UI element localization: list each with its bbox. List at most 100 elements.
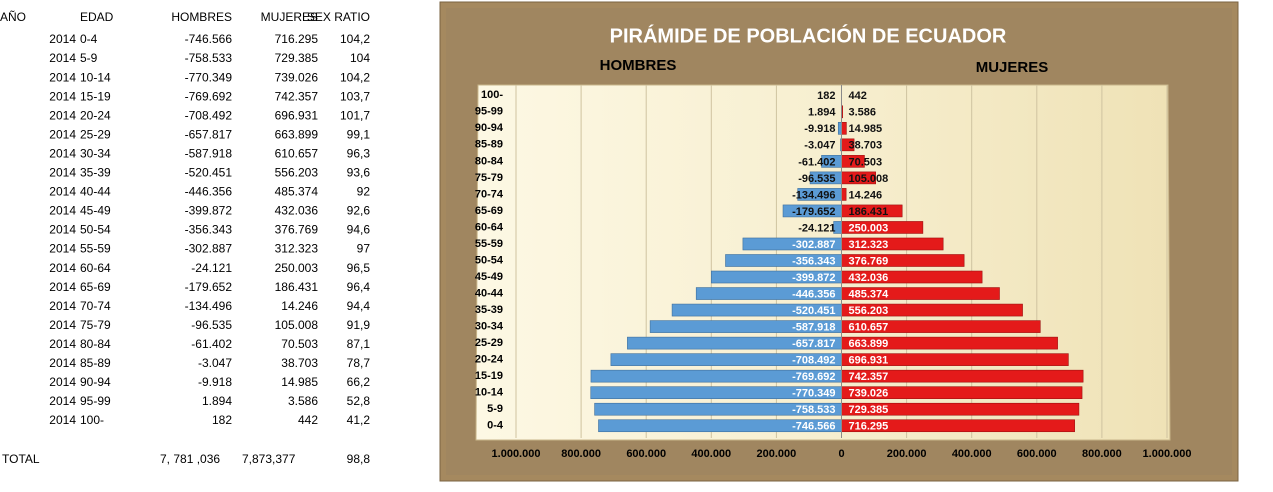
table-cell: -61.402 <box>191 337 232 351</box>
data-label: 38.703 <box>849 140 883 152</box>
data-label: 312.323 <box>849 239 889 251</box>
x-tick-label: 0 <box>838 448 844 460</box>
table-cell: -302.887 <box>185 242 233 256</box>
table-cell: -96.535 <box>191 318 232 332</box>
x-tick-label: 600.000 <box>1017 448 1057 460</box>
table-cell: 2014 <box>49 394 76 408</box>
table-cell: 2014 <box>49 127 76 141</box>
table-cell: 96,3 <box>347 146 371 160</box>
table-cell: 80-84 <box>80 337 111 351</box>
table-cell: 93,6 <box>347 166 371 180</box>
table-cell: 87,1 <box>347 337 371 351</box>
data-label: 610.657 <box>849 322 889 334</box>
legend-label: HOMBRES <box>600 57 677 74</box>
table-cell: 94,4 <box>347 299 371 313</box>
table-cell: 2014 <box>49 51 76 65</box>
table-cell: 186.431 <box>275 280 319 294</box>
table-cell: 663.899 <box>275 127 319 141</box>
data-label: 432.036 <box>849 272 889 284</box>
data-label: 14.985 <box>849 123 883 135</box>
table-cell: 376.769 <box>275 223 319 237</box>
table-cell: 55-59 <box>80 242 111 256</box>
data-label: 250.003 <box>849 222 889 234</box>
data-label: 729.385 <box>849 404 889 416</box>
y-tick-label: 10-14 <box>475 387 504 399</box>
data-label: -24.121 <box>798 222 835 234</box>
data-label: 105.008 <box>849 173 889 185</box>
table-cell: 2014 <box>49 204 76 218</box>
table-cell: 96,4 <box>347 280 371 294</box>
table-cell: 250.003 <box>275 261 319 275</box>
table-cell: 14.985 <box>281 375 318 389</box>
table-cell: -758.533 <box>185 51 233 65</box>
y-tick-label: 50-54 <box>475 254 504 266</box>
y-tick-label: 55-59 <box>475 238 503 250</box>
data-label: 70.503 <box>849 156 883 168</box>
table-cell: -587.918 <box>185 146 233 160</box>
data-label: -520.451 <box>792 305 835 317</box>
data-label: 14.246 <box>849 189 883 201</box>
table-cell: 104,2 <box>340 32 370 46</box>
x-tick-label: 600.000 <box>626 448 666 460</box>
table-cell: 15-19 <box>80 89 111 103</box>
bar <box>842 122 847 134</box>
x-tick-label: 800.000 <box>1082 448 1122 460</box>
table-header: EDAD <box>80 10 114 24</box>
table-cell: 60-64 <box>80 261 111 275</box>
table-cell: 610.657 <box>275 146 319 160</box>
data-label: -769.692 <box>792 371 835 383</box>
table-cell: 70.503 <box>281 337 318 351</box>
table-cell: 91,9 <box>347 318 371 332</box>
table-cell: 2014 <box>49 356 76 370</box>
table-cell: -9.918 <box>198 375 232 389</box>
data-label: 1.894 <box>808 107 836 119</box>
table-cell: 50-54 <box>80 223 111 237</box>
table-cell: 1.894 <box>202 394 232 408</box>
table-cell: 2014 <box>49 413 76 427</box>
data-label: -179.652 <box>792 206 835 218</box>
data-label: -356.343 <box>792 255 835 267</box>
table-cell: 716.295 <box>275 32 319 46</box>
table-cell: 2014 <box>49 185 76 199</box>
y-tick-label: 20-24 <box>475 354 504 366</box>
table-cell: 182 <box>212 413 232 427</box>
x-tick-label: 200.000 <box>887 448 927 460</box>
table-cell: -134.496 <box>185 299 233 313</box>
table-cell: 10-14 <box>80 70 111 84</box>
data-label: -446.356 <box>792 288 835 300</box>
table-cell: -769.692 <box>185 89 233 103</box>
data-label: -746.566 <box>792 421 835 433</box>
table-cell: 92,6 <box>347 204 371 218</box>
data-label: 442 <box>849 90 867 102</box>
data-label: 186.431 <box>849 206 889 218</box>
x-tick-label: 1.000.000 <box>492 448 541 460</box>
data-label: -9.918 <box>804 123 835 135</box>
y-tick-label: 70-74 <box>475 188 504 200</box>
table-cell: 442 <box>298 413 318 427</box>
data-label: -770.349 <box>792 388 835 400</box>
table-cell: 5-9 <box>80 51 98 65</box>
data-label: 663.899 <box>849 338 889 350</box>
table-cell: 2014 <box>49 70 76 84</box>
y-tick-label: 30-34 <box>475 321 504 333</box>
table-cell: 52,8 <box>347 394 371 408</box>
table-cell: 556.203 <box>275 166 319 180</box>
data-label: -96.535 <box>798 173 835 185</box>
x-tick-label: 400.000 <box>952 448 992 460</box>
table-cell: 97 <box>357 242 371 256</box>
table-cell: 3.586 <box>288 394 318 408</box>
table-cell: 90-94 <box>80 375 111 389</box>
y-tick-label: 45-49 <box>475 271 503 283</box>
x-tick-label: 200.000 <box>757 448 797 460</box>
table-cell: 742.357 <box>275 89 319 103</box>
data-label: 182 <box>817 90 835 102</box>
table-cell: -399.872 <box>185 204 233 218</box>
table-cell: 103,7 <box>340 89 370 103</box>
table-cell: -24.121 <box>191 261 232 275</box>
y-tick-label: 35-39 <box>475 304 503 316</box>
data-label: -657.817 <box>792 338 835 350</box>
table-cell: 92 <box>357 185 371 199</box>
data-label: -399.872 <box>792 272 835 284</box>
